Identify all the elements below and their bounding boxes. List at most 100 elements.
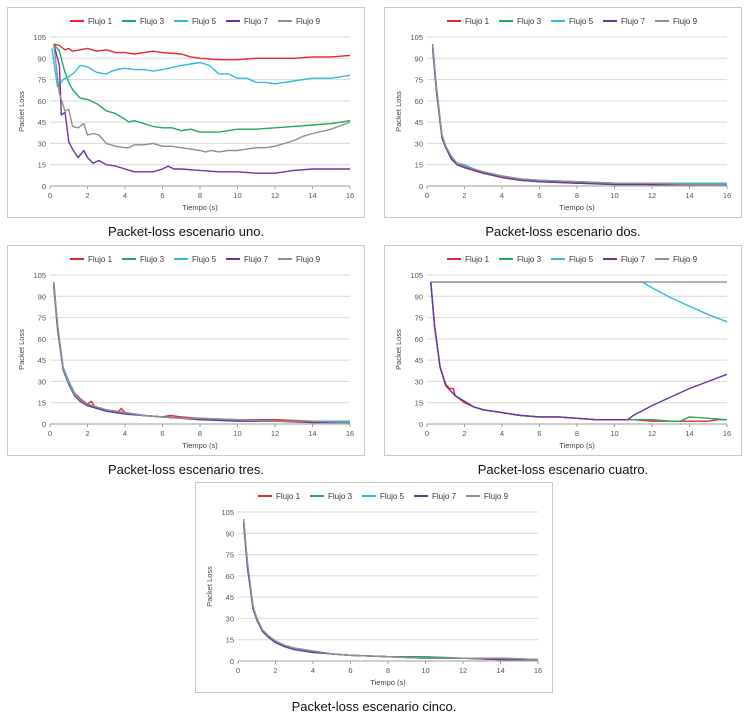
legend-label: Flujo 3 (328, 492, 353, 501)
legend-label: Flujo 5 (192, 255, 217, 264)
series-line-flujo-1 (242, 519, 538, 661)
chart-frame: Flujo 1 Flujo 3 Flujo 5 Flujo 7 Flujo 9 0 15 30… (384, 245, 742, 456)
y-tick-label: 15 (415, 161, 423, 170)
legend-label: Flujo 7 (432, 492, 457, 501)
line-chart: Flujo 1 Flujo 3 Flujo 5 Flujo 7 Flujo 9 0 15 30… (17, 17, 354, 212)
x-tick-label: 0 (236, 666, 240, 675)
y-tick-label: 0 (419, 420, 423, 429)
series-line-flujo-9 (431, 44, 727, 186)
x-tick-label: 8 (198, 191, 202, 200)
x-tick-label: 6 (537, 429, 541, 438)
x-tick-label: 16 (723, 429, 731, 438)
x-tick-label: 4 (500, 191, 504, 200)
x-tick-label: 4 (123, 429, 127, 438)
x-tick-label: 10 (233, 429, 241, 438)
y-tick-label: 0 (419, 182, 423, 191)
line-chart: Flujo 1 Flujo 3 Flujo 5 Flujo 7 Flujo 9 0 15 30… (17, 255, 354, 450)
y-tick-label: 60 (226, 572, 234, 581)
y-axis-label: Packet Loss (17, 329, 26, 370)
x-tick-label: 2 (85, 191, 89, 200)
x-tick-label: 10 (233, 191, 241, 200)
x-tick-label: 2 (85, 429, 89, 438)
y-tick-label: 15 (226, 636, 234, 645)
legend-label: Flujo 7 (621, 255, 646, 264)
series-line-flujo-7 (242, 523, 538, 661)
y-tick-label: 90 (226, 529, 234, 538)
legend-label: Flujo 9 (296, 17, 321, 26)
y-tick-label: 75 (38, 314, 46, 323)
y-tick-label: 60 (415, 97, 423, 106)
x-tick-label: 12 (648, 429, 656, 438)
x-tick-label: 16 (346, 191, 354, 200)
x-tick-label: 6 (160, 191, 164, 200)
series-line-flujo-3 (53, 284, 351, 424)
x-tick-label: 14 (308, 191, 316, 200)
line-chart: Flujo 1 Flujo 3 Flujo 5 Flujo 7 Flujo 9 0 15 30… (394, 17, 731, 212)
y-tick-label: 15 (415, 399, 423, 408)
x-tick-label: 10 (610, 429, 618, 438)
y-tick-label: 90 (415, 54, 423, 63)
x-tick-label: 0 (425, 191, 429, 200)
chart-caption: Packet-loss escenario tres. (107, 462, 265, 477)
x-tick-label: 2 (462, 191, 466, 200)
legend-label: Flujo 1 (465, 255, 490, 264)
y-tick-label: 60 (38, 97, 46, 106)
y-tick-label: 30 (38, 139, 46, 148)
x-tick-label: 8 (575, 191, 579, 200)
y-tick-label: 90 (38, 292, 46, 301)
legend-label: Flujo 9 (484, 492, 509, 501)
x-tick-label: 6 (537, 191, 541, 200)
legend-label: Flujo 1 (465, 17, 490, 26)
y-tick-label: 45 (415, 118, 423, 127)
x-tick-label: 14 (308, 429, 316, 438)
line-chart: Flujo 1 Flujo 3 Flujo 5 Flujo 7 Flujo 9 0 15 30… (205, 492, 542, 687)
y-tick-label: 75 (38, 76, 46, 85)
chart-frame: Flujo 1 Flujo 3 Flujo 5 Flujo 7 Flujo 9 0 15 30… (7, 245, 365, 456)
y-tick-label: 45 (38, 356, 46, 365)
legend-label: Flujo 9 (673, 255, 698, 264)
legend-label: Flujo 3 (517, 17, 542, 26)
y-tick-label: 0 (230, 657, 234, 666)
chart-caption: Packet-loss escenario cinco. (291, 699, 457, 714)
y-tick-label: 75 (415, 314, 423, 323)
y-tick-label: 105 (33, 33, 46, 42)
x-axis-label: Tiempo (s) (370, 678, 406, 687)
y-tick-label: 60 (38, 335, 46, 344)
x-tick-label: 10 (421, 666, 429, 675)
x-tick-label: 6 (348, 666, 352, 675)
x-tick-label: 14 (685, 191, 693, 200)
chart-caption: Packet-loss escenario cuatro. (477, 462, 649, 477)
legend-label: Flujo 9 (673, 17, 698, 26)
y-tick-label: 45 (415, 356, 423, 365)
chart-caption: Packet-loss escenario uno. (107, 224, 265, 239)
y-tick-label: 60 (415, 335, 423, 344)
x-tick-label: 8 (386, 666, 390, 675)
chart-frame: Flujo 1 Flujo 3 Flujo 5 Flujo 7 Flujo 9 0 15 30… (7, 7, 365, 218)
chart-frame: Flujo 1 Flujo 3 Flujo 5 Flujo 7 Flujo 9 0 15 30… (384, 7, 742, 218)
x-tick-label: 16 (723, 191, 731, 200)
y-tick-label: 75 (226, 551, 234, 560)
x-tick-label: 6 (160, 429, 164, 438)
x-tick-label: 2 (273, 666, 277, 675)
y-tick-label: 90 (415, 292, 423, 301)
series-line-flujo-5 (51, 48, 351, 88)
legend-label: Flujo 1 (88, 17, 113, 26)
line-chart: Flujo 1 Flujo 3 Flujo 5 Flujo 7 Flujo 9 0 15 30… (394, 255, 731, 450)
y-tick-label: 75 (415, 76, 423, 85)
y-tick-label: 0 (42, 182, 46, 191)
x-tick-label: 0 (48, 429, 52, 438)
series-line-flujo-5 (53, 283, 350, 422)
legend-label: Flujo 5 (380, 492, 405, 501)
x-axis-label: Tiempo (s) (559, 203, 595, 212)
legend-label: Flujo 3 (517, 255, 542, 264)
legend-label: Flujo 5 (569, 17, 594, 26)
x-tick-label: 8 (198, 429, 202, 438)
x-tick-label: 2 (462, 429, 466, 438)
x-tick-label: 4 (311, 666, 315, 675)
y-tick-label: 30 (415, 377, 423, 386)
legend-label: Flujo 5 (192, 17, 217, 26)
y-axis-label: Packet Loss (394, 329, 403, 370)
x-tick-label: 14 (496, 666, 504, 675)
x-tick-label: 12 (648, 191, 656, 200)
x-tick-label: 14 (685, 429, 693, 438)
